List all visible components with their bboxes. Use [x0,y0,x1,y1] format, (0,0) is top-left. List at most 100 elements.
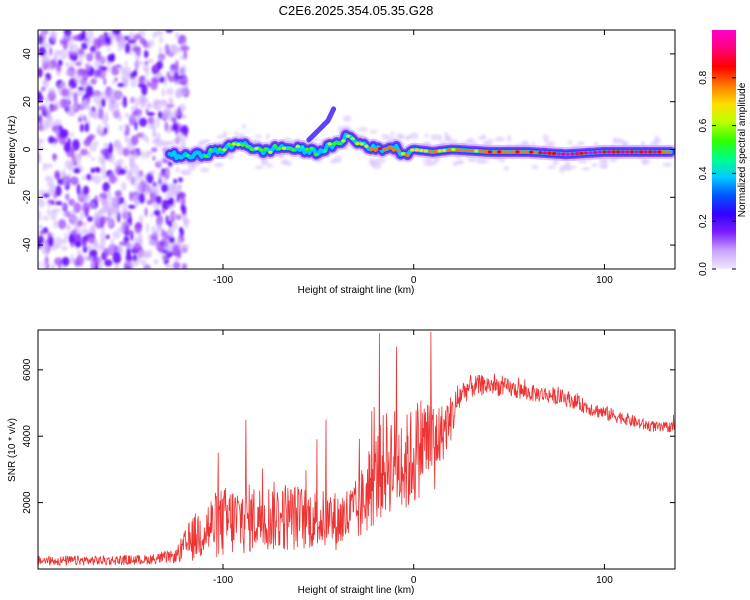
spectrogram-cell [110,237,115,250]
spectrogram-cell [98,259,104,269]
spectrogram-cell [158,220,162,231]
spectrogram-cell [84,196,89,202]
snr-y-ticks: 2000 4000 6000 [22,358,675,514]
spectrogram-ridge-core [666,150,671,154]
spectrogram-ridge-core [428,150,433,154]
spectrogram-cell [74,240,82,248]
spectrogram-cell [55,64,62,72]
y-tick-label: -20 [22,190,33,205]
spectrogram-cell [59,38,64,46]
spectrogram-ridge-core [323,149,328,153]
y-tick-label: 2000 [22,491,33,514]
spectrogram-cell [381,133,389,140]
spectrogram-ridge-core [474,149,479,153]
spectrogram-ridge-core [446,148,451,152]
spectrogram-cell [80,148,89,156]
spectrogram-cell [108,142,114,155]
y-tick-label: 20 [22,96,33,108]
spectrogram-cell [47,199,55,204]
spectrogram-cell [152,131,158,138]
spectrogram-cell [173,178,178,185]
spectrogram-cell [108,217,113,226]
spectrogram-cell [86,52,94,62]
spectrogram-ridge-core [396,149,401,153]
spectrogram-cell [105,111,109,123]
spectrogram-cell [166,87,174,96]
spectrogram-cell [98,107,104,120]
spectrogram-cell [165,214,169,225]
spectrogram-cell [150,212,154,219]
spectrogram-cell [85,85,94,97]
spectrogram-cell [164,48,172,57]
spectrogram-cell [45,119,54,128]
snr-line [38,331,675,567]
spectrogram-cell [86,173,92,181]
x-tick-label: 100 [596,575,613,586]
spectrogram-cell [53,49,62,56]
colorbar-tick-label: 0.0 [698,262,709,276]
spectrogram-cell [129,97,136,104]
spectrogram-cell [93,140,99,147]
spectrogram-cell [134,33,142,40]
spectrogram-cell [82,70,89,81]
spectrogram-ridge-core [263,147,268,151]
spectrogram-ridge-core [332,142,337,146]
spectrogram-cell [161,228,165,239]
colorbar-tick-label: 0.6 [698,118,709,132]
spectrogram-cell [132,259,139,267]
spectrogram-cell [241,124,247,129]
spectrogram-cell [390,131,395,136]
spectrogram-cell [409,132,419,140]
spectrogram-cell [145,222,150,234]
spectrogram-cell [100,148,109,155]
spectrogram-cell [166,243,170,254]
spectrogram-cell [153,79,161,84]
spectrogram-cell [38,235,44,246]
spectrogram-cell [171,213,180,219]
spectrogram-cell [395,133,405,139]
colorbar-ramp [712,30,736,269]
spectrogram-cell [93,71,99,78]
spectrogram-ridge-core [277,147,282,151]
spectrogram-cell [128,39,136,44]
colorbar-tick-label: 0.2 [698,214,709,228]
spectrogram-ridge-core [437,149,442,153]
spectrogram-cell [127,204,136,209]
spectrogram-cell [49,210,57,221]
spectrogram-cell [164,194,171,199]
spectrogram-cell [430,134,440,141]
spectrogram-cell [115,140,122,149]
spectrogram-ridge-core [611,150,616,154]
spectrogram-cell [38,114,43,125]
colorbar-ticks: 0.0 0.2 0.4 0.6 0.8 [698,70,736,276]
spectrogram-cell [369,130,378,134]
spectrogram-cell [55,123,60,134]
spectrogram-cell [93,241,99,250]
spectrogram-ridge-core [368,147,374,151]
spectrogram-cell [41,30,46,39]
spectrogram-cell [552,159,559,166]
spectrogram-cell [152,32,157,39]
spectrogram-ridge-core [629,150,635,154]
spectrogram-ridge-core [341,139,346,143]
spectrogram-cell [445,135,451,142]
spectrogram-cell [55,185,62,197]
spectrogram-cell [486,138,494,146]
spectrogram-cell [132,47,141,52]
spectrogram-cell [107,66,112,73]
spectrogram-cell [65,97,71,109]
spectrogram-cell [82,201,91,214]
spectrogram-cell [92,256,102,264]
spectrogram-cell [121,71,130,84]
spectrogram-cell [154,229,160,238]
spectrogram-ridge-core [602,150,607,154]
spectrogram-cell [131,114,136,120]
spectrogram-cell [160,183,169,193]
spectrogram-cell [494,136,505,142]
spectrogram-cell [83,98,90,109]
spectrogram-cell [155,195,162,205]
spectrogram-cell [598,162,603,165]
spectrogram-cell [57,219,67,230]
spectrogram-cell [101,42,109,47]
spectrogram-cell [106,188,112,201]
